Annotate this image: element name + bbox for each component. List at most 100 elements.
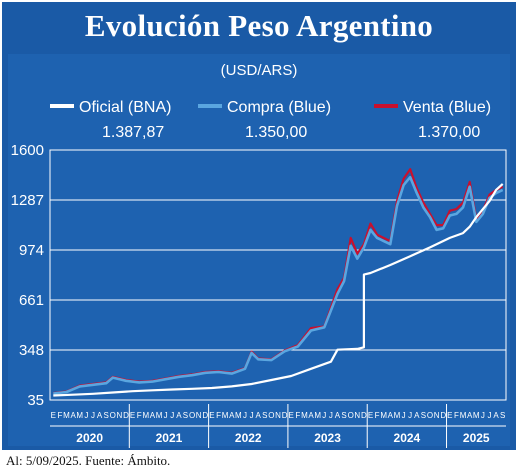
y-tick-label-661: 661 [19, 292, 44, 309]
x-month-label: S [421, 411, 426, 420]
x-month-label: F [57, 411, 62, 420]
x-month-label: J [84, 411, 88, 420]
x-month-label: M [235, 411, 242, 420]
x-month-label: A [388, 411, 394, 420]
x-month-label: E [130, 411, 135, 420]
x-month-label: J [164, 411, 168, 420]
x-month-label: J [243, 411, 247, 420]
x-month-label: N [434, 411, 440, 420]
year-label-2023: 2023 [314, 431, 341, 445]
legend-swatch-oficial [50, 103, 74, 108]
legend-label-venta: Venta (Blue) [403, 99, 492, 116]
x-month-label: J [91, 411, 95, 420]
x-month-label: D [282, 411, 288, 420]
x-month-label: S [500, 411, 505, 420]
chart-subtitle: (USD/ARS) [220, 62, 298, 79]
x-month-label: O [189, 411, 195, 420]
x-month-label: N [275, 411, 281, 420]
legend-swatch-compra [198, 103, 222, 108]
x-month-label: M [222, 411, 229, 420]
year-label-2021: 2021 [156, 431, 183, 445]
y-tick-label-35: 35 [27, 392, 44, 409]
x-month-label: S [262, 411, 267, 420]
x-month-label: M [142, 411, 149, 420]
x-month-label: J [250, 411, 254, 420]
x-month-label: J [170, 411, 174, 420]
x-month-label: F [137, 411, 142, 420]
legend-item-compra: Compra (Blue) [198, 99, 331, 117]
x-month-label: D [440, 411, 446, 420]
x-month-label: M [156, 411, 163, 420]
legend-label-compra: Compra (Blue) [227, 99, 332, 116]
x-month-label: E [289, 411, 294, 420]
x-month-label: A [256, 411, 262, 420]
series-line-oficial-bna [53, 183, 504, 397]
x-month-label: E [209, 411, 214, 420]
x-month-label: J [402, 411, 406, 420]
x-month-label: D [361, 411, 367, 420]
x-month-label: E [447, 411, 452, 420]
x-month-label: N [196, 411, 202, 420]
x-month-label: M [301, 411, 308, 420]
x-month-label: J [322, 411, 326, 420]
x-month-label: A [308, 411, 314, 420]
x-month-label: E [51, 411, 56, 420]
source-note: Al: 5/09/2025. Fuente: Ámbito. [6, 453, 171, 468]
legend-label-oficial: Oficial (BNA) [79, 99, 172, 116]
y-tick-label-348: 348 [19, 342, 44, 359]
year-label-2022: 2022 [235, 431, 262, 445]
legend-item-oficial: Oficial (BNA) [50, 99, 171, 117]
chart-frame: Evolución Peso Argentino (USD/ARS) Ofici… [2, 2, 516, 450]
x-month-label: D [202, 411, 208, 420]
x-month-label: F [216, 411, 221, 420]
x-month-label: S [183, 411, 188, 420]
x-month-label: M [380, 411, 387, 420]
year-label-2025: 2025 [463, 431, 490, 445]
x-month-label: A [97, 411, 103, 420]
x-month-label: A [467, 411, 473, 420]
legend-value-compra: 1.350,00 [245, 124, 308, 141]
x-month-label: J [408, 411, 412, 420]
x-month-label: A [176, 411, 182, 420]
y-tick-label-1287: 1287 [11, 192, 44, 209]
x-month-label: N [354, 411, 360, 420]
x-month-label: A [150, 411, 156, 420]
x-month-label: M [394, 411, 401, 420]
x-month-label: M [76, 411, 83, 420]
x-month-label: M [314, 411, 321, 420]
x-month-label: M [460, 411, 467, 420]
x-month-label: J [481, 411, 485, 420]
legend-swatch-venta [374, 103, 398, 108]
x-month-label: A [229, 411, 235, 420]
x-month-label: F [295, 411, 300, 420]
x-month-label: N [117, 411, 123, 420]
x-month-label: A [70, 411, 76, 420]
x-month-label: O [427, 411, 433, 420]
year-label-2024: 2024 [394, 431, 421, 445]
x-month-label: A [493, 411, 499, 420]
x-month-label: M [63, 411, 70, 420]
x-month-label: M [473, 411, 480, 420]
x-month-label: J [487, 411, 491, 420]
x-month-label: E [368, 411, 373, 420]
y-tick-label-1600: 1600 [11, 142, 44, 159]
x-month-label: O [268, 411, 274, 420]
legend-value-oficial: 1.387,87 [102, 124, 165, 141]
x-month-label: A [414, 411, 420, 420]
x-month-label: F [454, 411, 459, 420]
x-month-label: O [110, 411, 116, 420]
legend-item-venta: Venta (Blue) [374, 99, 491, 117]
plot-area [49, 149, 507, 401]
legend-value-venta: 1.370,00 [418, 124, 481, 141]
series-line-compra-blue [53, 175, 504, 395]
x-month-label: S [104, 411, 109, 420]
x-month-label: O [348, 411, 354, 420]
y-tick-label-974: 974 [19, 242, 44, 259]
x-month-label: F [375, 411, 380, 420]
x-month-label: J [329, 411, 333, 420]
x-month-label: A [335, 411, 341, 420]
year-label-2020: 2020 [76, 431, 103, 445]
x-month-label: D [123, 411, 129, 420]
chart-title: Evolución Peso Argentino [84, 8, 434, 43]
